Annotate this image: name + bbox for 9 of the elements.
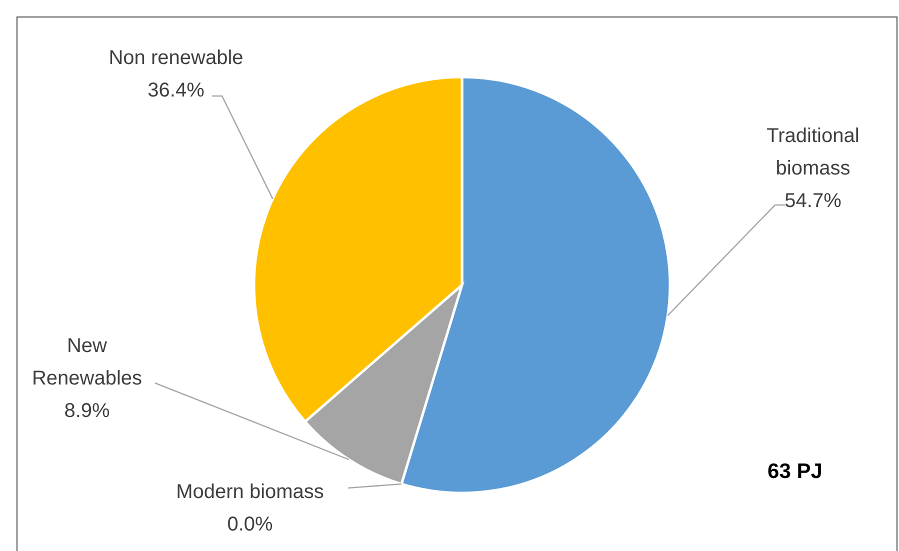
data-label: 54.7% <box>784 190 842 212</box>
slice-label: Non renewable <box>108 47 244 69</box>
slice-label: New Renewables <box>32 335 142 390</box>
data-label: 8.9% <box>64 400 110 422</box>
slice-label: Traditional biomass <box>766 125 860 180</box>
text: 63 PJ <box>768 460 822 483</box>
data-label: 36.4% <box>148 80 205 102</box>
text: 0.0% <box>227 514 273 536</box>
legend-label: Modern biomass <box>176 481 324 503</box>
